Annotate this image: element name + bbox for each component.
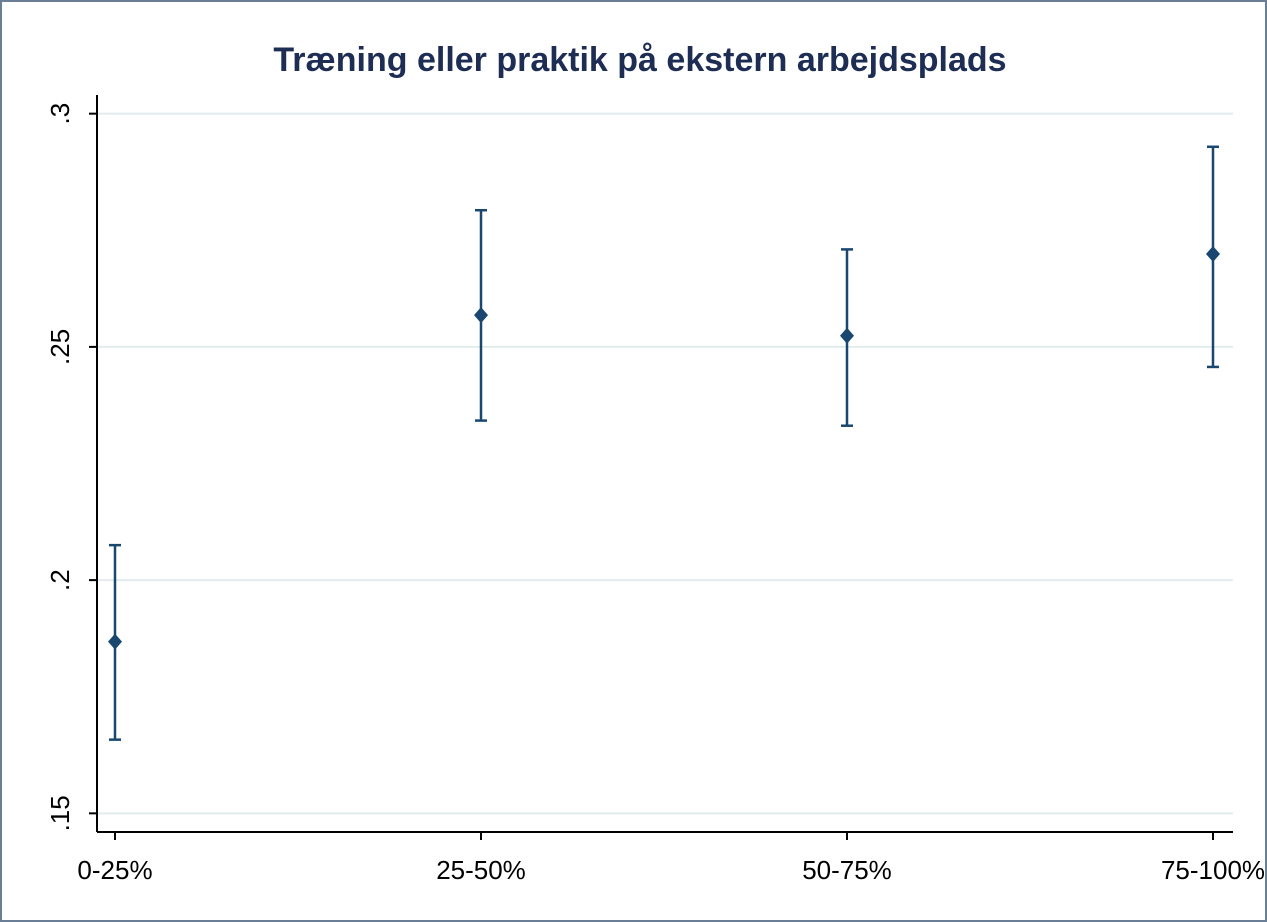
point [1206, 246, 1220, 263]
x-tick-label: 0-25% [77, 855, 152, 885]
y-tick-label: .25 [45, 329, 75, 365]
chart-title: Træning eller praktik på ekstern arbejds… [273, 41, 1006, 79]
x-tick-label: 25-50% [436, 855, 526, 885]
y-tick-label: .2 [45, 569, 75, 591]
y-tick-label: .15 [45, 795, 75, 831]
point [474, 307, 488, 324]
point [840, 327, 854, 344]
point [108, 633, 122, 650]
x-tick-label: 75-100% [1161, 855, 1265, 885]
x-tick-label: 50-75% [802, 855, 892, 885]
y-tick-label: .3 [45, 103, 75, 125]
